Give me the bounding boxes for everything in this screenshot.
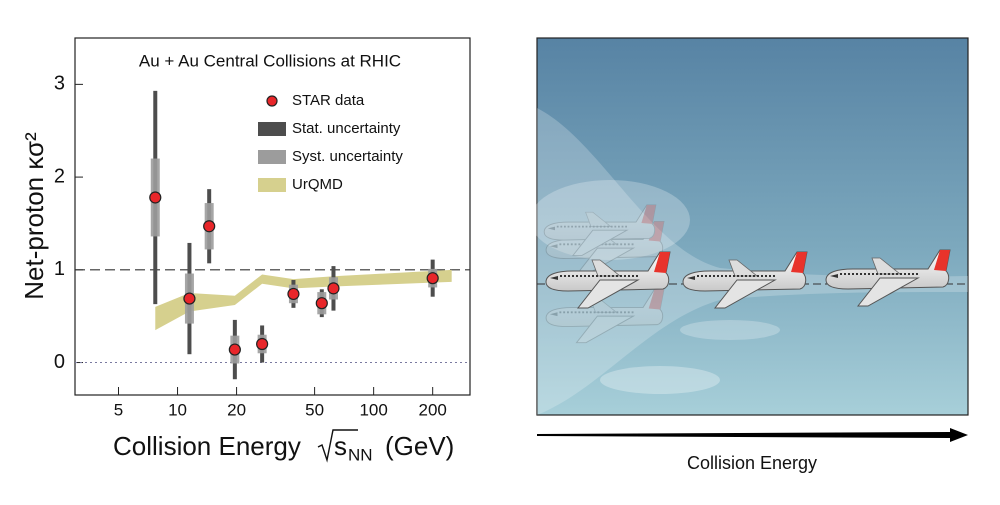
data-point: [203, 220, 216, 233]
x-axis-label: Collision Energy s NN (GeV): [113, 429, 454, 464]
y-axis-label: Net-proton κσ²: [19, 132, 49, 300]
data-point: [315, 297, 328, 310]
legend-marker: [266, 95, 278, 107]
data-point: [287, 287, 300, 301]
legend-swatch: [258, 150, 286, 164]
x-tick-label: 20: [227, 400, 246, 419]
cloud: [600, 366, 720, 394]
x-tick-label: 50: [305, 400, 324, 419]
sqrt-sign: [317, 429, 358, 463]
data-point: [183, 292, 196, 305]
data-point: [426, 272, 439, 285]
cloud: [680, 320, 780, 340]
y-tick-label: 1: [54, 258, 65, 280]
caption: Collision Energy: [687, 453, 817, 473]
y-tick-label: 2: [54, 165, 65, 187]
legend: STAR data Stat. uncertainty Syst. uncertai…: [258, 92, 403, 193]
data-point: [327, 282, 340, 295]
chart-title: Au + Au Central Collisions at RHIC: [139, 51, 401, 70]
energy-arrow: [537, 428, 968, 442]
model-band: [155, 269, 452, 331]
plot-frame: [74, 37, 471, 396]
x-label-unit: (GeV): [385, 431, 454, 461]
legend-label: STAR data: [292, 92, 365, 109]
data-point: [256, 337, 269, 351]
legend-label: Syst. uncertainty: [292, 148, 403, 165]
x-tick-label: 5: [114, 400, 123, 419]
x-tick-label: 200: [418, 400, 446, 419]
funnel: [537, 108, 968, 415]
data-point: [149, 191, 162, 204]
legend-label: UrQMD: [292, 176, 343, 193]
legend-label: Stat. uncertainty: [292, 120, 401, 137]
data-point: [228, 343, 241, 356]
plot-area: 5 10 20 50 100 200 0 1 2 3: [54, 73, 470, 419]
x-label-var: s: [334, 431, 347, 461]
x-label-sub: NN: [348, 445, 373, 464]
legend-swatch: [258, 178, 286, 192]
legend-swatch: [258, 122, 286, 136]
y-tick-label: 0: [54, 351, 65, 373]
x-label-text: Collision Energy: [113, 431, 301, 461]
x-tick-label: 10: [168, 400, 187, 419]
y-tick-label: 3: [54, 73, 65, 95]
x-tick-label: 100: [359, 400, 387, 419]
illustration: Collision Energy: [530, 37, 969, 473]
